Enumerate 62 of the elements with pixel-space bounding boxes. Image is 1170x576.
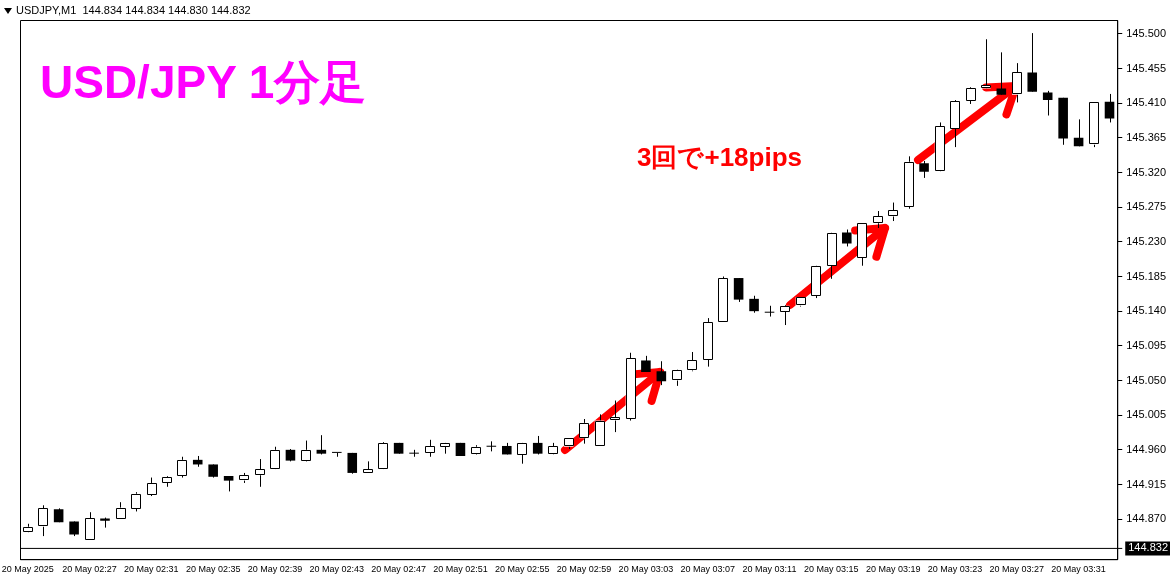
y-tick-label: 145.140 xyxy=(1126,304,1166,317)
candlestick xyxy=(177,456,188,479)
x-tick-label: 20 May 03:11 xyxy=(742,564,797,575)
y-tick-label: 145.095 xyxy=(1126,338,1166,351)
candlestick xyxy=(131,491,141,512)
text: USD/JPY 1分足 xyxy=(40,55,367,110)
y-tick-label: 145.455 xyxy=(1126,61,1166,74)
candlestick xyxy=(517,442,528,465)
x-tick-label: 20 May 02:55 xyxy=(494,564,550,575)
candlestick xyxy=(270,446,280,470)
candlestick xyxy=(610,400,620,433)
x-tick-label: 20 May 02:43 xyxy=(309,564,365,575)
x-tick-label: 20 May 2025 xyxy=(1,564,54,575)
x-tick-label: 20 May 02:27 xyxy=(62,564,117,575)
candlestick xyxy=(1012,62,1022,103)
x-tick-label: 20 May 03:23 xyxy=(927,564,983,575)
x-tick-label: 20 May 02:35 xyxy=(185,564,241,575)
y-tick-label: 145.410 xyxy=(1126,96,1166,109)
y-tick-label: 145.275 xyxy=(1126,200,1166,213)
x-tick-label: 20 May 02:59 xyxy=(556,564,612,575)
x-tick-label: 20 May 03:19 xyxy=(865,564,921,575)
candlestick xyxy=(84,511,95,541)
ref-line-label: 144.832 xyxy=(1128,541,1168,554)
candlestick xyxy=(733,277,744,303)
x-tick-label: 20 May 03:03 xyxy=(618,564,674,575)
candlestick xyxy=(38,504,48,537)
x-tick-label: 20 May 03:15 xyxy=(804,564,859,575)
x-tick-label: 20 May 03:07 xyxy=(680,564,735,575)
y-tick-label: 144.870 xyxy=(1126,512,1166,525)
candlestick xyxy=(656,360,667,386)
candlestick xyxy=(687,351,698,372)
x-tick-label: 20 May 02:31 xyxy=(124,564,179,575)
x-tick-label: 20 May 02:39 xyxy=(247,564,303,575)
candlestick xyxy=(1027,32,1038,93)
x-tick-label: 20 May 02:47 xyxy=(371,564,426,575)
candlestick xyxy=(332,451,342,458)
candlestick xyxy=(888,202,898,222)
x-tick-label: 20 May 03:27 xyxy=(989,564,1045,575)
x-tick-label: 20 May 03:31 xyxy=(1051,564,1106,575)
y-tick-label: 145.230 xyxy=(1126,234,1166,247)
x-tick-label: 20 May 02:51 xyxy=(433,564,488,575)
candlestick xyxy=(764,305,775,318)
y-tick-label: 144.915 xyxy=(1126,477,1166,490)
candlestick xyxy=(1042,90,1053,117)
candlestick xyxy=(254,458,265,488)
candlestick xyxy=(146,477,157,497)
y-tick-label: 145.500 xyxy=(1126,26,1166,39)
y-tick-label: 145.365 xyxy=(1126,130,1166,143)
y-tick-label: 145.185 xyxy=(1126,269,1166,282)
candlestick xyxy=(579,418,589,445)
y-tick-label: 144.960 xyxy=(1126,442,1166,455)
candlestick xyxy=(1104,93,1115,123)
candlestick xyxy=(996,51,1007,96)
y-tick-label: 145.050 xyxy=(1126,373,1166,386)
annotation: 3回で+18pips xyxy=(637,141,803,174)
text: USDJPY,M1 144.834 144.834 144.830 144.832 xyxy=(16,4,251,16)
candlestick xyxy=(301,440,311,462)
candlestick xyxy=(981,38,991,90)
candlestick xyxy=(780,304,790,326)
y-tick-label: 145.320 xyxy=(1126,165,1166,178)
candlestick xyxy=(486,440,497,452)
y-tick-label: 145.005 xyxy=(1126,408,1166,421)
